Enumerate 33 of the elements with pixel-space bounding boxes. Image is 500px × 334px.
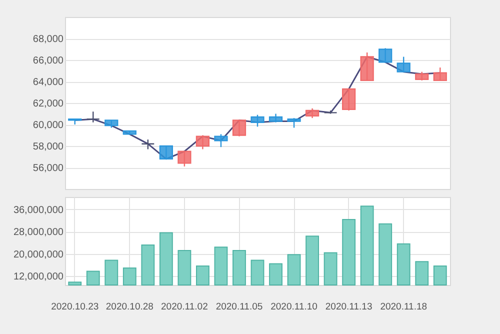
candlestick [342, 88, 356, 112]
candlestick [378, 48, 392, 63]
y-tick-label: 56,000 [32, 163, 64, 174]
candlestick [214, 134, 228, 148]
x-tick-label: 2020.11.10 [270, 302, 318, 312]
candlestick [159, 145, 173, 160]
x-tick-label: 2020.11.18 [380, 302, 428, 312]
candlestick [287, 117, 301, 128]
x-tick-label: 2020.11.02 [161, 302, 208, 312]
candlestick [232, 120, 246, 137]
y-tick-label: 12,000,000 [13, 271, 64, 282]
y-tick-label: 66,000 [32, 56, 64, 66]
y-tick-label: 64,000 [32, 77, 64, 88]
candlestick [360, 52, 374, 82]
candlestick [396, 56, 410, 72]
y-tick-label: 28,000,000 [13, 227, 64, 238]
candlestick [305, 108, 320, 119]
candlestick [250, 114, 264, 128]
x-tick-label: 2020.11.05 [216, 302, 263, 312]
y-tick-label: 20,000,000 [13, 249, 64, 260]
candlestick [433, 66, 447, 82]
candlestick [178, 150, 192, 168]
y-tick-label: 36,000,000 [13, 204, 64, 216]
y-tick-label: 62,000 [32, 98, 64, 110]
x-tick-label: 2020.11.13 [325, 302, 372, 312]
y-tick-label: 60,000 [32, 120, 64, 131]
y-tick-label: 68,000 [32, 34, 64, 45]
candlestick [196, 134, 210, 150]
y-tick-label: 58,000 [32, 142, 64, 152]
candlestick [141, 138, 155, 150]
candlestick [86, 111, 100, 123]
x-tick-label: 2020.10.23 [51, 302, 99, 312]
x-tick-label: 2020.10.28 [106, 302, 154, 312]
